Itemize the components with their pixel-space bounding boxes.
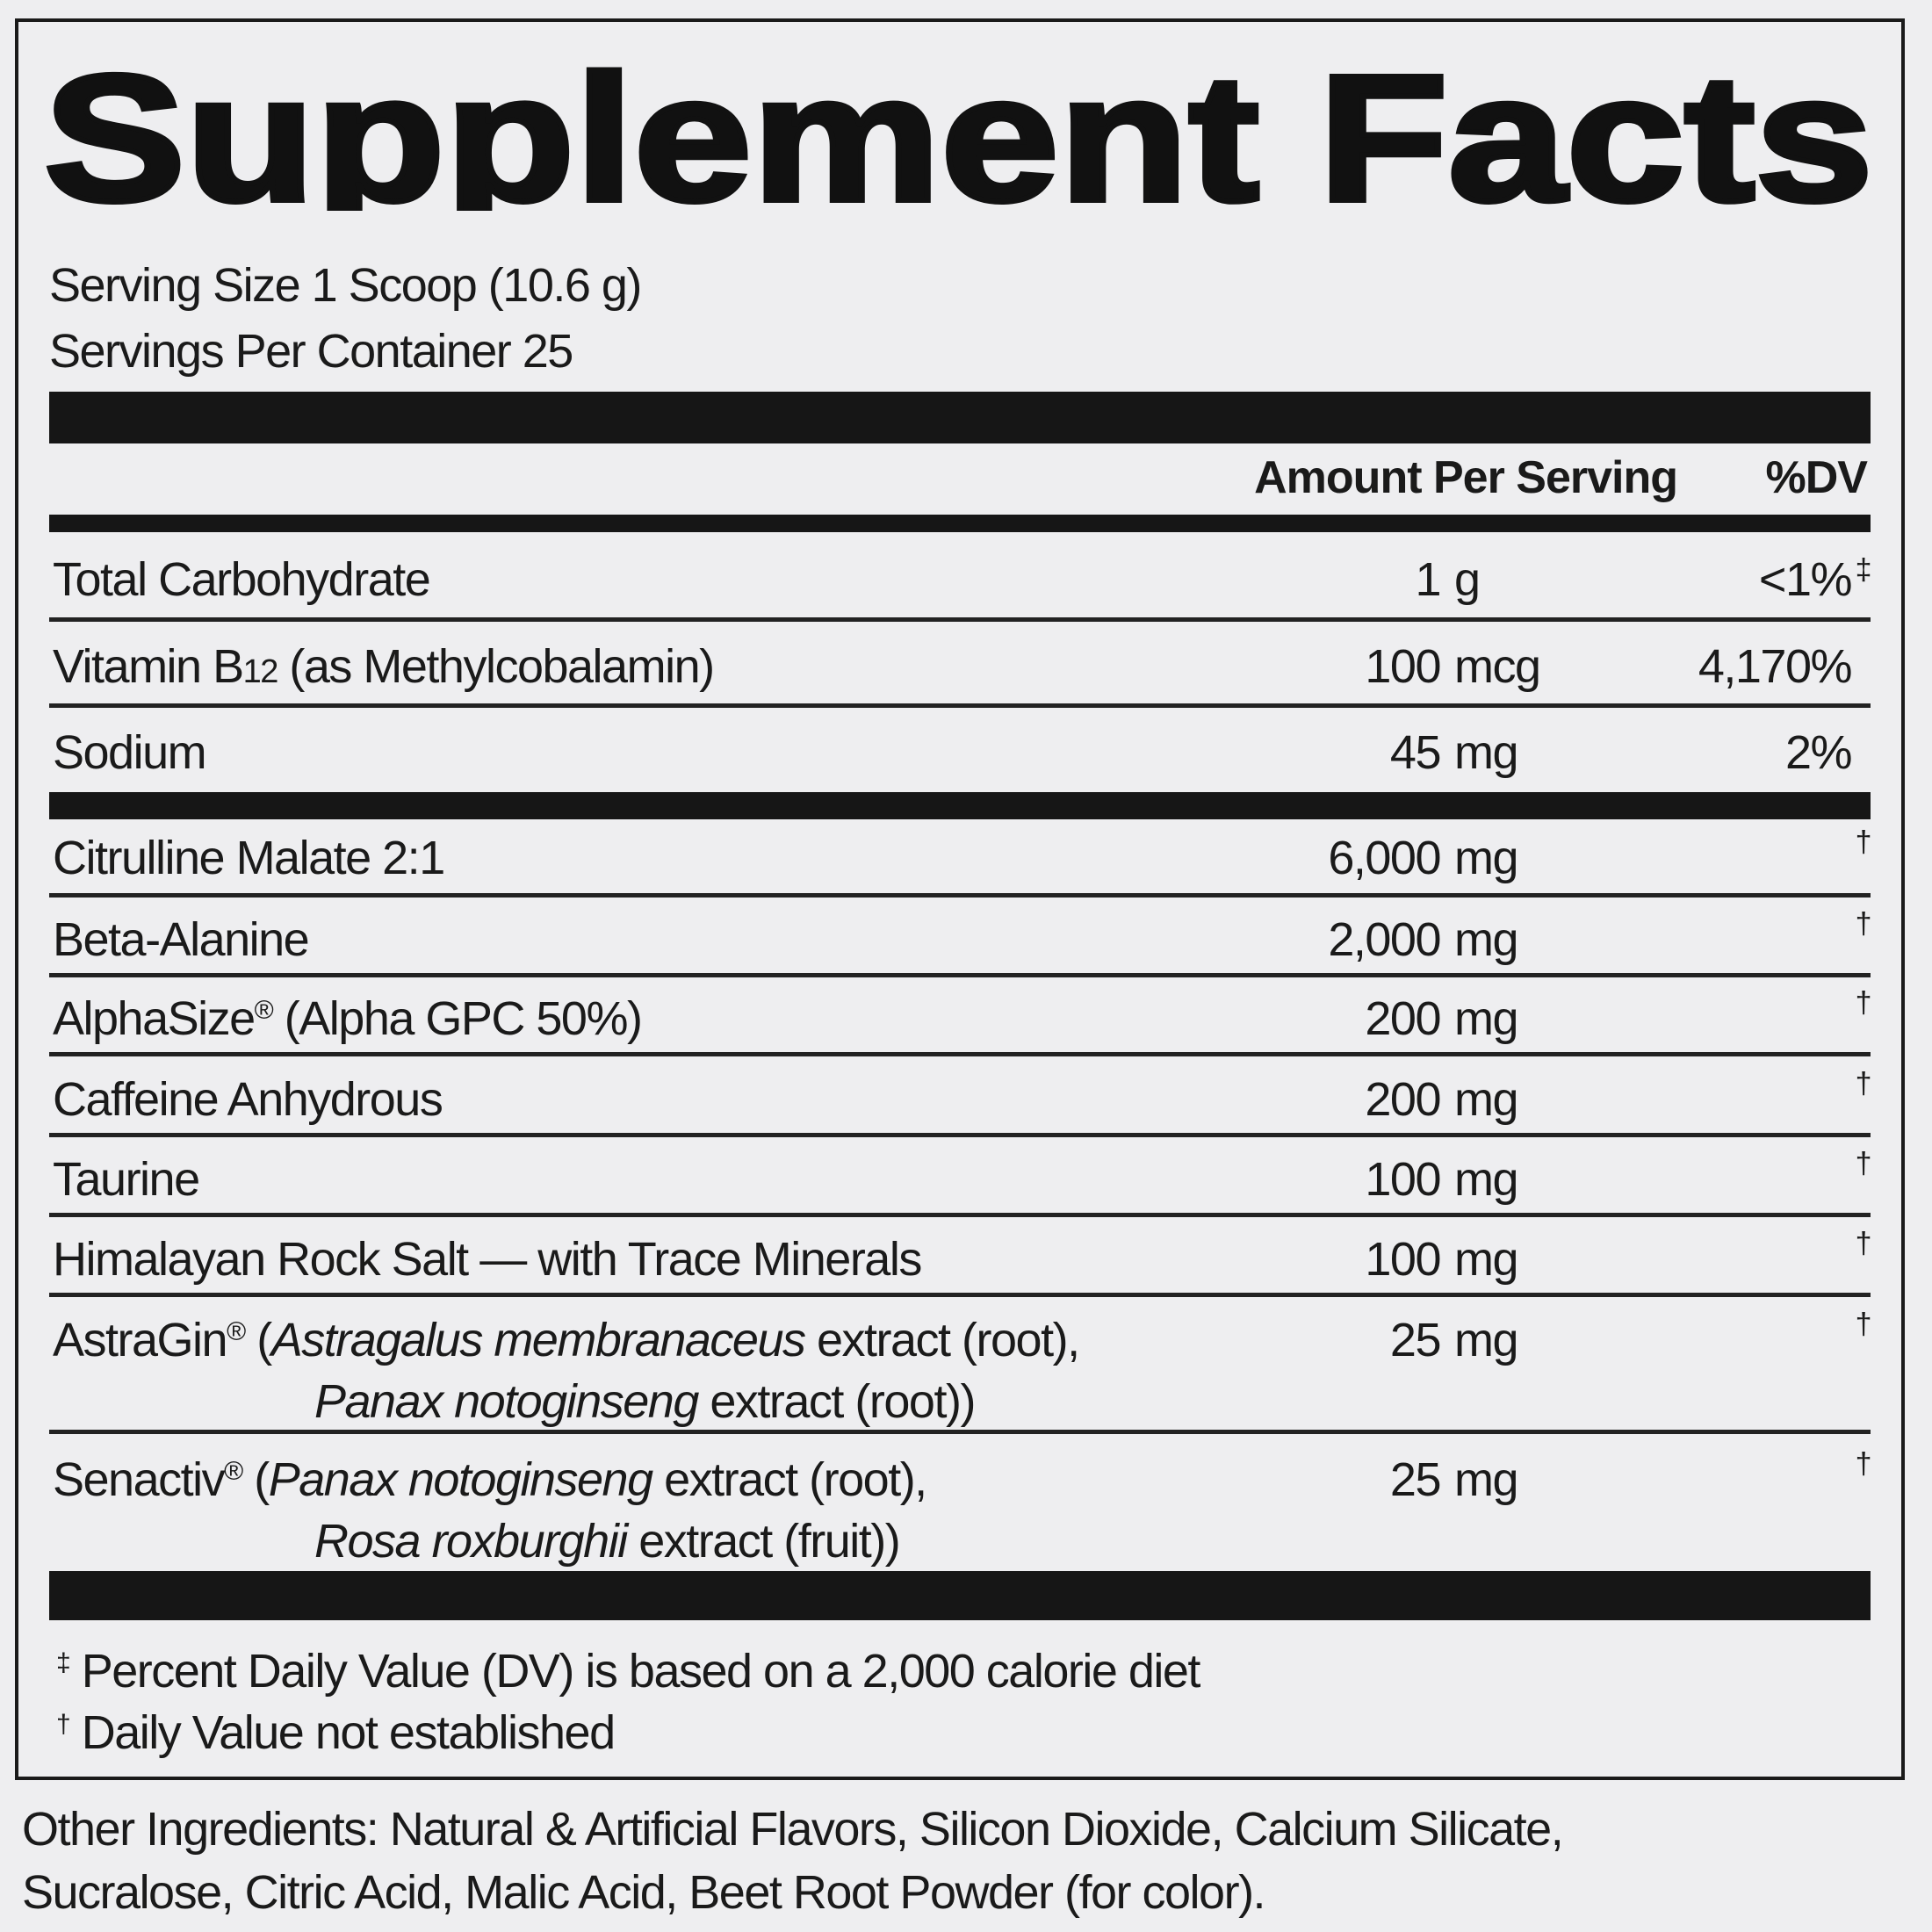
nutrient-dv: 2% (1784, 726, 1853, 779)
double-dagger-mark: ‡ (1855, 553, 1872, 587)
nutrient-amount: 100 (1365, 640, 1441, 693)
ingredient-unit: mg (1454, 1314, 1519, 1366)
ingredient-amount: 25 (1389, 1453, 1442, 1506)
servings-per-container: Servings Per Container 25 (49, 325, 573, 378)
supplement-facts-panel (15, 18, 1905, 1780)
ingredient-amount: 100 (1365, 1153, 1441, 1206)
ingredient-amount: 200 (1365, 1073, 1441, 1126)
ingredient-name: AlphaSize® (Alpha GPC 50%) (53, 992, 643, 1045)
dagger-mark: † (1855, 907, 1872, 941)
ingredient-name: Senactiv® (Panax notoginseng extract (ro… (53, 1453, 927, 1506)
dagger-mark: † (1855, 1147, 1872, 1180)
dagger-mark: † (1855, 825, 1872, 859)
panel-title: Supplement Facts (44, 61, 1873, 211)
ingredient-unit: mg (1454, 1153, 1519, 1206)
nutrient-name: Total Carbohydrate (53, 553, 431, 606)
dagger-mark: † (1855, 1308, 1872, 1341)
dagger-mark: † (1855, 1067, 1872, 1100)
row-divider (49, 973, 1871, 977)
ingredient-amount: 200 (1365, 992, 1441, 1045)
amount-per-serving-header: Amount Per Serving (1254, 452, 1678, 503)
thick-divider (49, 792, 1871, 819)
ingredient-unit: mg (1454, 913, 1519, 966)
nutrient-name: Sodium (53, 726, 207, 779)
ingredient-unit: mg (1454, 1073, 1519, 1126)
row-divider (49, 1430, 1871, 1434)
ingredient-name-line-2: Panax notoginseng extract (root)) (314, 1375, 976, 1428)
nutrient-unit: mcg (1454, 640, 1541, 693)
ingredient-unit: mg (1454, 1233, 1519, 1286)
ingredient-name: Caffeine Anhydrous (53, 1073, 443, 1126)
nutrient-name: Vitamin B12 (as Methylcobalamin) (53, 640, 715, 693)
ingredient-amount: 100 (1365, 1233, 1441, 1286)
dagger-mark: † (1855, 1227, 1872, 1260)
ingredient-unit: mg (1454, 992, 1519, 1045)
ingredient-name: Himalayan Rock Salt — with Trace Mineral… (53, 1233, 922, 1286)
row-divider (49, 1133, 1871, 1137)
thick-divider (49, 1571, 1871, 1620)
row-divider (49, 1052, 1871, 1056)
nutrient-dv: 4,170% (1698, 640, 1853, 693)
dv-header: %DV (1765, 452, 1868, 503)
ingredient-amount: 2,000 (1328, 913, 1441, 966)
nutrient-unit: g (1454, 553, 1481, 606)
dagger-mark: † (1855, 986, 1872, 1020)
ingredient-name-line-2: Rosa roxburghii extract (fruit)) (314, 1515, 901, 1568)
thick-divider (49, 392, 1871, 443)
row-divider (49, 703, 1871, 708)
nutrient-dv: <1% (1758, 553, 1853, 606)
ingredient-unit: mg (1454, 1453, 1519, 1506)
other-ingredients-line-2: Sucralose, Citric Acid, Malic Acid, Beet… (22, 1866, 1266, 1919)
ingredient-unit: mg (1454, 832, 1519, 884)
dagger-mark: † (1855, 1447, 1872, 1481)
ingredient-name: Citrulline Malate 2:1 (53, 832, 445, 884)
ingredient-amount: 6,000 (1328, 832, 1441, 884)
row-divider (49, 1293, 1871, 1297)
ingredient-name: Taurine (53, 1153, 200, 1206)
row-divider (49, 893, 1871, 898)
footnote: ‡ Percent Daily Value (DV) is based on a… (56, 1645, 1200, 1698)
ingredient-amount: 25 (1389, 1314, 1442, 1366)
ingredient-name: AstraGin® (Astragalus membranaceus extra… (53, 1314, 1080, 1366)
nutrient-unit: mg (1454, 726, 1519, 779)
nutrient-amount: 1 (1415, 553, 1441, 606)
row-divider (49, 617, 1871, 622)
row-divider (49, 1213, 1871, 1217)
serving-size: Serving Size 1 Scoop (10.6 g) (49, 259, 642, 312)
ingredient-name: Beta-Alanine (53, 913, 310, 966)
footnote: † Daily Value not established (56, 1706, 616, 1759)
medium-divider (49, 515, 1871, 532)
other-ingredients-line-1: Other Ingredients: Natural & Artificial … (22, 1803, 1564, 1856)
nutrient-amount: 45 (1389, 726, 1442, 779)
title-svg: Supplement Facts (44, 61, 1876, 211)
